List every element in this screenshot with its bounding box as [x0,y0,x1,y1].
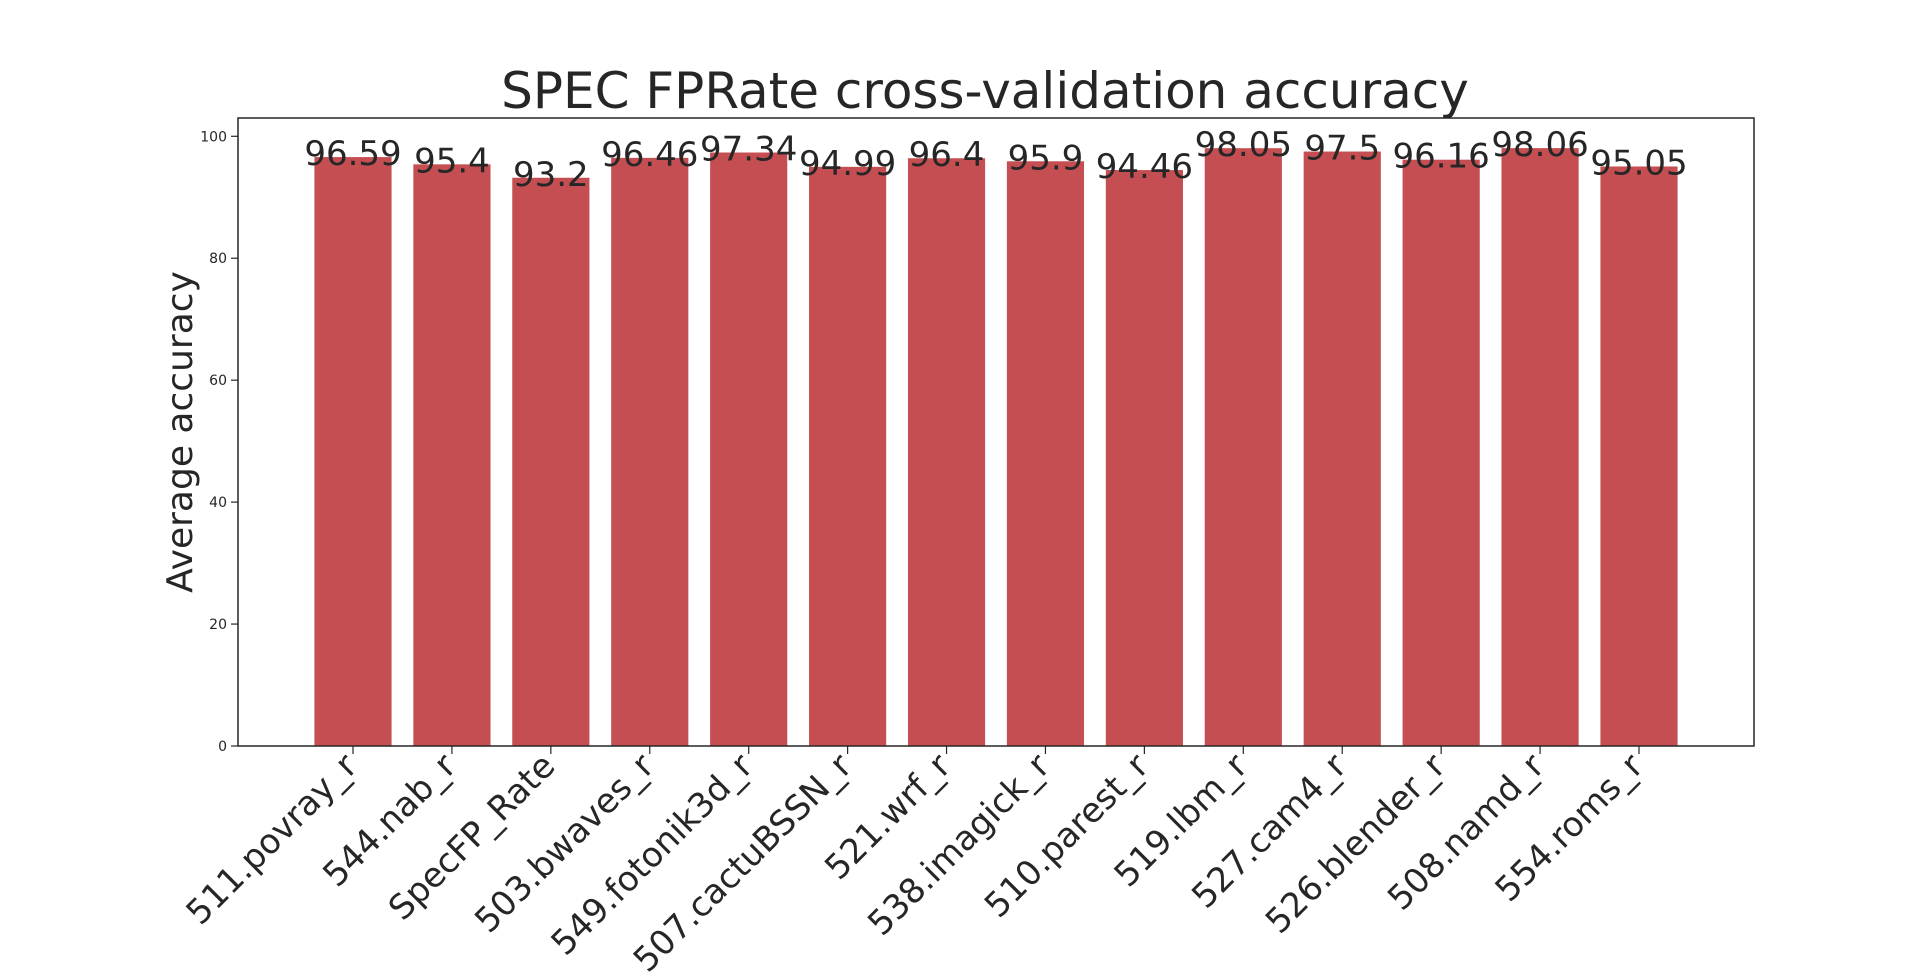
bar-value-label: 96.4 [909,135,985,175]
bar [1105,170,1183,747]
bar-value-label: 94.99 [799,144,896,184]
bar [1600,166,1678,746]
bar-value-label: 96.46 [601,135,698,175]
bar [1501,148,1579,746]
bar [1303,151,1381,746]
bar-value-label: 95.4 [414,141,490,181]
bar-value-label: 96.16 [1392,137,1489,177]
bar [1006,161,1085,747]
bar [710,152,788,746]
y-tick-label: 0 [218,739,227,755]
y-tick-label: 40 [209,495,227,511]
bar-value-label: 94.46 [1096,147,1193,187]
bar [512,177,590,746]
y-tick-label: 80 [209,251,227,267]
bar [413,164,491,746]
bar-value-label: 95.9 [1008,138,1084,178]
bar [1402,159,1480,746]
bar-value-label: 98.05 [1195,125,1292,165]
bar-value-label: 98.06 [1491,125,1588,165]
bar [1204,148,1282,746]
bar-value-label: 96.59 [304,134,401,174]
y-tick-label: 100 [200,129,227,145]
bar-value-label: 95.05 [1590,143,1687,183]
y-tick-label: 20 [209,617,227,633]
bar [809,166,887,747]
bar [611,157,689,747]
bar [314,157,392,746]
y-tick-label: 60 [209,373,227,389]
bar [907,158,986,746]
bar-value-label: 97.5 [1304,129,1380,169]
bar-value-label: 93.2 [513,155,589,195]
bar-value-label: 97.34 [700,130,797,170]
chart-title: SPEC FPRate cross-validation accuracy [501,62,1469,120]
y-axis-label: Average accuracy [160,271,201,593]
plot-frame [237,117,1755,747]
